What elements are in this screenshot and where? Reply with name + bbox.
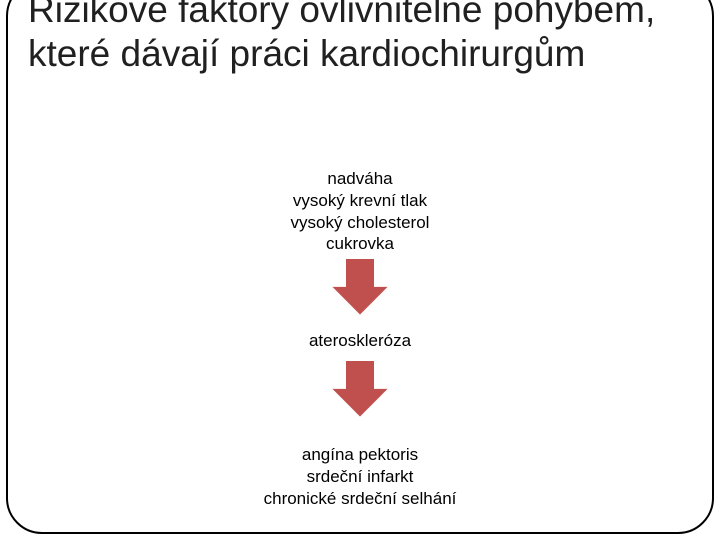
- text-line: vysoký cholesterol: [0, 212, 720, 234]
- slide-title: Rizikové faktory ovlivnitelné pohybem, k…: [28, 0, 688, 75]
- outcomes-block: angína pektorissrdeční infarktchronické …: [0, 444, 720, 509]
- risk-factors-block: nadváhavysoký krevní tlakvysoký choleste…: [0, 168, 720, 255]
- arrow-down-1: [0, 258, 720, 316]
- arrow-down-2: [0, 360, 720, 418]
- text-line: angína pektoris: [0, 444, 720, 466]
- text-line: vysoký krevní tlak: [0, 190, 720, 212]
- arrow-down-icon: [330, 258, 390, 316]
- arrow-down-icon: [330, 360, 390, 418]
- text-line: ateroskleróza: [0, 330, 720, 352]
- text-line: nadváha: [0, 168, 720, 190]
- intermediate-block: ateroskleróza: [0, 330, 720, 352]
- text-line: srdeční infarkt: [0, 466, 720, 488]
- text-line: chronické srdeční selhání: [0, 488, 720, 510]
- text-line: cukrovka: [0, 233, 720, 255]
